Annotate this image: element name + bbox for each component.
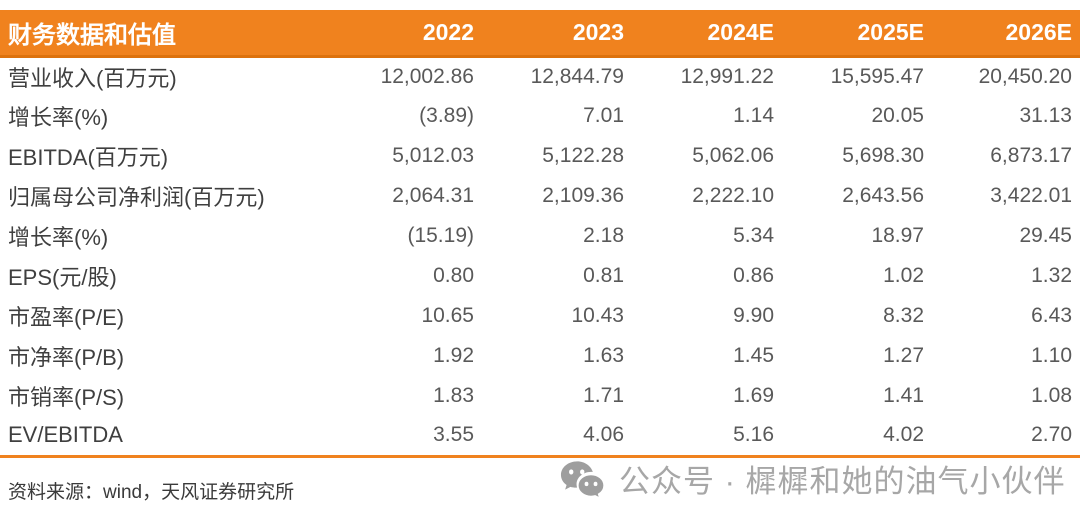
table-row: 市销率(P/S) 1.83 1.71 1.69 1.41 1.08 — [0, 376, 1080, 416]
row-value: 20,450.20 — [930, 56, 1080, 96]
table-row: EPS(元/股) 0.80 0.81 0.86 1.02 1.32 — [0, 256, 1080, 296]
row-label: EBITDA(百万元) — [0, 136, 330, 176]
row-value: 9.90 — [630, 296, 780, 336]
row-value: 2,109.36 — [480, 176, 630, 216]
row-label: 增长率(%) — [0, 96, 330, 136]
row-value: 18.97 — [780, 216, 930, 256]
row-value: 2,643.56 — [780, 176, 930, 216]
table-header-row: 财务数据和估值 2022 2023 2024E 2025E 2026E — [0, 10, 1080, 58]
row-value: 15,595.47 — [780, 56, 930, 96]
row-value: 20.05 — [780, 96, 930, 136]
row-value: 2.18 — [480, 216, 630, 256]
row-value: 4.06 — [480, 416, 630, 458]
row-value: 12,991.22 — [630, 56, 780, 96]
row-value: 1.08 — [930, 376, 1080, 416]
watermark-text: 公众号 · 樨樨和她的油气小伙伴 — [619, 464, 1066, 499]
year-column-2025E: 2025E — [780, 10, 930, 58]
row-label: 市净率(P/B) — [0, 336, 330, 376]
year-column-2023: 2023 — [480, 10, 630, 58]
row-label: 增长率(%) — [0, 216, 330, 256]
row-value: 1.27 — [780, 336, 930, 376]
row-value: 0.80 — [330, 256, 480, 296]
table-row: 增长率(%) (3.89) 7.01 1.14 20.05 31.13 — [0, 96, 1080, 136]
row-label: EV/EBITDA — [0, 416, 330, 458]
year-column-2026E: 2026E — [930, 10, 1080, 58]
row-value: 1.71 — [480, 376, 630, 416]
row-value: 1.14 — [630, 96, 780, 136]
row-value: 5.34 — [630, 216, 780, 256]
row-value: 2,222.10 — [630, 176, 780, 216]
row-value: 1.10 — [930, 336, 1080, 376]
row-value: 6.43 — [930, 296, 1080, 336]
row-value: 29.45 — [930, 216, 1080, 256]
row-value: 31.13 — [930, 96, 1080, 136]
wechat-watermark: 公众号 · 樨樨和她的油气小伙伴 — [560, 456, 1066, 501]
table-row: 营业收入(百万元) 12,002.86 12,844.79 12,991.22 15,5… — [0, 56, 1080, 96]
row-value: 1.92 — [330, 336, 480, 376]
row-value: 8.32 — [780, 296, 930, 336]
table-row: EV/EBITDA 3.55 4.06 5.16 4.02 2.70 — [0, 416, 1080, 458]
row-value: 1.41 — [780, 376, 930, 416]
row-label: 归属母公司净利润(百万元) — [0, 176, 330, 216]
table-row: 市盈率(P/E) 10.65 10.43 9.90 8.32 6.43 — [0, 296, 1080, 336]
row-value: 1.83 — [330, 376, 480, 416]
row-value: 5,698.30 — [780, 136, 930, 176]
table-row: 增长率(%) (15.19) 2.18 5.34 18.97 29.45 — [0, 216, 1080, 256]
table-header: 财务数据和估值 2022 2023 2024E 2025E 2026E — [0, 10, 1080, 58]
year-column-2024E: 2024E — [630, 10, 780, 58]
wechat-icon — [560, 460, 606, 498]
row-value: 2.70 — [930, 416, 1080, 458]
source-note: 资料来源：wind，天风证券研究所 — [8, 481, 295, 503]
row-value: (15.19) — [330, 216, 480, 256]
table-row: 市净率(P/B) 1.92 1.63 1.45 1.27 1.10 — [0, 336, 1080, 376]
row-value: 12,844.79 — [480, 56, 630, 96]
row-label: EPS(元/股) — [0, 256, 330, 296]
table-title: 财务数据和估值 — [0, 10, 330, 58]
row-value: 5,062.06 — [630, 136, 780, 176]
row-value: 5.16 — [630, 416, 780, 458]
row-value: 1.02 — [780, 256, 930, 296]
financial-table: 财务数据和估值 2022 2023 2024E 2025E 2026E 营业收入(百万元… — [0, 10, 1080, 458]
row-value: 0.81 — [480, 256, 630, 296]
row-value: 1.69 — [630, 376, 780, 416]
row-value: 3,422.01 — [930, 176, 1080, 216]
row-value: 0.86 — [630, 256, 780, 296]
row-value: 2,064.31 — [330, 176, 480, 216]
row-label: 市盈率(P/E) — [0, 296, 330, 336]
table-row: EBITDA(百万元) 5,012.03 5,122.28 5,062.06 5,698… — [0, 136, 1080, 176]
row-value: 1.45 — [630, 336, 780, 376]
row-value: 1.63 — [480, 336, 630, 376]
row-value: 12,002.86 — [330, 56, 480, 96]
row-value: 6,873.17 — [930, 136, 1080, 176]
table-row: 归属母公司净利润(百万元) 2,064.31 2,109.36 2,222.10 2,6… — [0, 176, 1080, 216]
row-value: 10.65 — [330, 296, 480, 336]
row-value: 5,122.28 — [480, 136, 630, 176]
year-column-2022: 2022 — [330, 10, 480, 58]
row-value: 10.43 — [480, 296, 630, 336]
table-body: 营业收入(百万元) 12,002.86 12,844.79 12,991.22 15,5… — [0, 56, 1080, 458]
row-value: 1.32 — [930, 256, 1080, 296]
row-value: 3.55 — [330, 416, 480, 458]
row-label: 市销率(P/S) — [0, 376, 330, 416]
row-value: 7.01 — [480, 96, 630, 136]
page: { "header": { "title": "财务数据和估值", "years… — [0, 10, 1080, 514]
row-value: 5,012.03 — [330, 136, 480, 176]
row-label: 营业收入(百万元) — [0, 56, 330, 96]
row-value: 4.02 — [780, 416, 930, 458]
row-value: (3.89) — [330, 96, 480, 136]
